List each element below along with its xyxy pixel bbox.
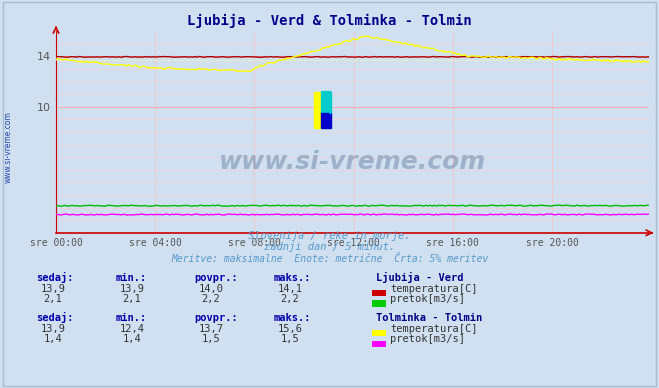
Text: Ljubija - Verd & Tolminka - Tolmin: Ljubija - Verd & Tolminka - Tolmin (187, 14, 472, 28)
Text: Slovenija / reke in morje.: Slovenija / reke in morje. (248, 230, 411, 241)
Text: maks.:: maks.: (273, 273, 311, 283)
Text: 2,1: 2,1 (43, 294, 62, 304)
Text: 12,4: 12,4 (119, 324, 144, 334)
Text: povpr.:: povpr.: (194, 273, 238, 283)
Text: 13,9: 13,9 (40, 284, 65, 294)
Text: sedaj:: sedaj: (36, 272, 74, 283)
Text: Meritve: maksimalne  Enote: metrične  Črta: 5% meritev: Meritve: maksimalne Enote: metrične Črta… (171, 253, 488, 263)
Text: 14,0: 14,0 (198, 284, 223, 294)
Text: 1,4: 1,4 (43, 334, 62, 344)
Text: temperatura[C]: temperatura[C] (390, 284, 478, 294)
Text: 1,4: 1,4 (123, 334, 141, 344)
Text: Ljubija - Verd: Ljubija - Verd (376, 272, 463, 283)
Text: www.si-vreme.com: www.si-vreme.com (219, 150, 486, 174)
Text: min.:: min.: (115, 313, 146, 323)
Text: Tolminka - Tolmin: Tolminka - Tolmin (376, 313, 482, 323)
Text: maks.:: maks.: (273, 313, 311, 323)
Text: sedaj:: sedaj: (36, 312, 74, 323)
Text: 1,5: 1,5 (202, 334, 220, 344)
Text: temperatura[C]: temperatura[C] (390, 324, 478, 334)
Text: min.:: min.: (115, 273, 146, 283)
Text: 14,1: 14,1 (277, 284, 302, 294)
Text: 13,7: 13,7 (198, 324, 223, 334)
Text: 13,9: 13,9 (119, 284, 144, 294)
Text: pretok[m3/s]: pretok[m3/s] (390, 334, 465, 344)
Text: 15,6: 15,6 (277, 324, 302, 334)
Bar (322, 92, 331, 114)
Text: www.si-vreme.com: www.si-vreme.com (4, 111, 13, 184)
Text: 13,9: 13,9 (40, 324, 65, 334)
Text: pretok[m3/s]: pretok[m3/s] (390, 294, 465, 304)
Text: 2,2: 2,2 (202, 294, 220, 304)
Text: povpr.:: povpr.: (194, 313, 238, 323)
Bar (322, 113, 331, 128)
Text: zadnji dan / 5 minut.: zadnji dan / 5 minut. (264, 242, 395, 252)
Text: 2,2: 2,2 (281, 294, 299, 304)
Polygon shape (322, 92, 331, 114)
Text: 1,5: 1,5 (281, 334, 299, 344)
Bar (314, 92, 323, 128)
Text: 2,1: 2,1 (123, 294, 141, 304)
